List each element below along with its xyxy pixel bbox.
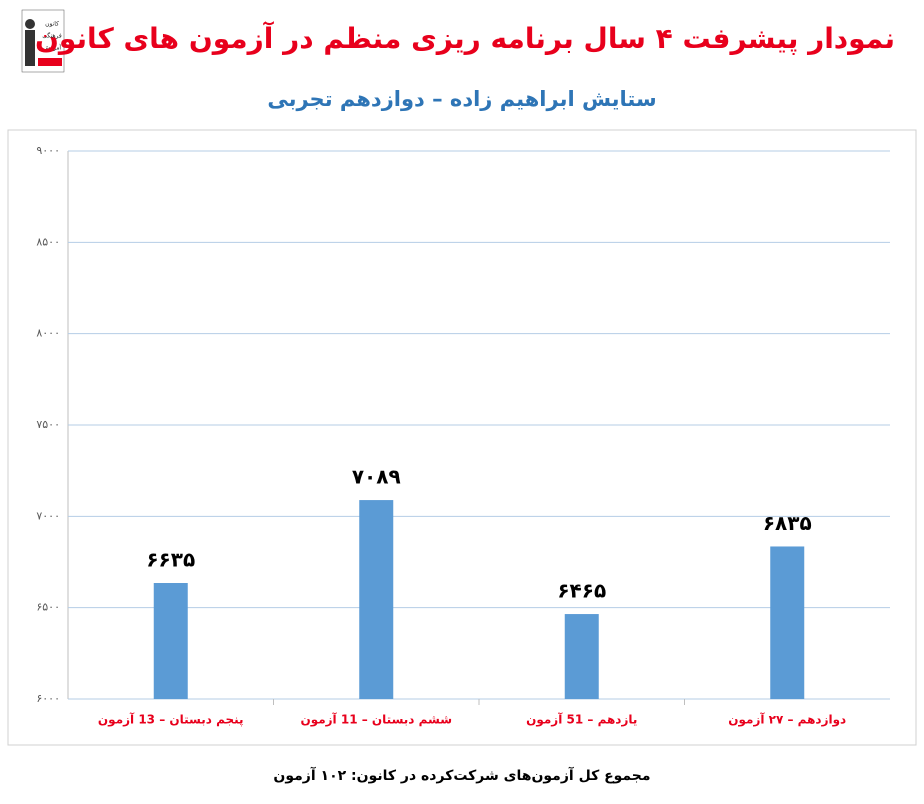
y-tick-label: ۶۰۰۰ (36, 692, 60, 705)
logo-figure (25, 30, 35, 66)
x-tick-label: یازدهم – 51 آزمون (526, 712, 637, 728)
y-tick-label: ۹۰۰۰ (36, 144, 60, 157)
y-tick-label: ۸۵۰۰ (36, 235, 60, 248)
bar (564, 614, 599, 699)
logo-figure (25, 19, 35, 29)
x-tick-label: ششم دبستان – 11 آزمون (300, 712, 452, 728)
plot-frame (7, 129, 917, 746)
x-tick-label: دوازدهم – ۲۷ آزمون (728, 712, 846, 728)
y-tick-label: ۷۵۰۰ (36, 418, 60, 431)
y-tick-label: ۷۰۰۰ (36, 509, 60, 522)
bar (153, 583, 188, 699)
value-label: ۶۴۶۵ (557, 579, 606, 603)
footer-note: مجموع کل آزمون‌های شرکت‌کرده در کانون: ۱… (273, 766, 650, 784)
logo-badge (38, 58, 62, 66)
logo-text: آموزش (43, 43, 62, 52)
chart-title: نمودار پیشرفت ۴ سال برنامه ریزی منظم در … (35, 21, 895, 55)
bar (359, 500, 394, 699)
x-tick-label: پنجم دبستان – 13 آزمون (98, 712, 244, 728)
logo: کانون فرهنگی آموزش (21, 9, 65, 73)
logo-text: فرهنگی (42, 32, 62, 40)
bar (770, 546, 805, 699)
y-tick-label: ۸۰۰۰ (36, 327, 60, 340)
y-tick-label: ۶۵۰۰ (36, 601, 60, 614)
value-label: ۷۰۸۹ (352, 465, 401, 489)
value-label: ۶۶۳۵ (146, 548, 195, 572)
logo-text: کانون (45, 21, 59, 28)
chart-subtitle: ستایش ابراهیم زاده – دوازدهم تجربی (267, 87, 656, 111)
value-label: ۶۸۳۵ (763, 511, 812, 535)
